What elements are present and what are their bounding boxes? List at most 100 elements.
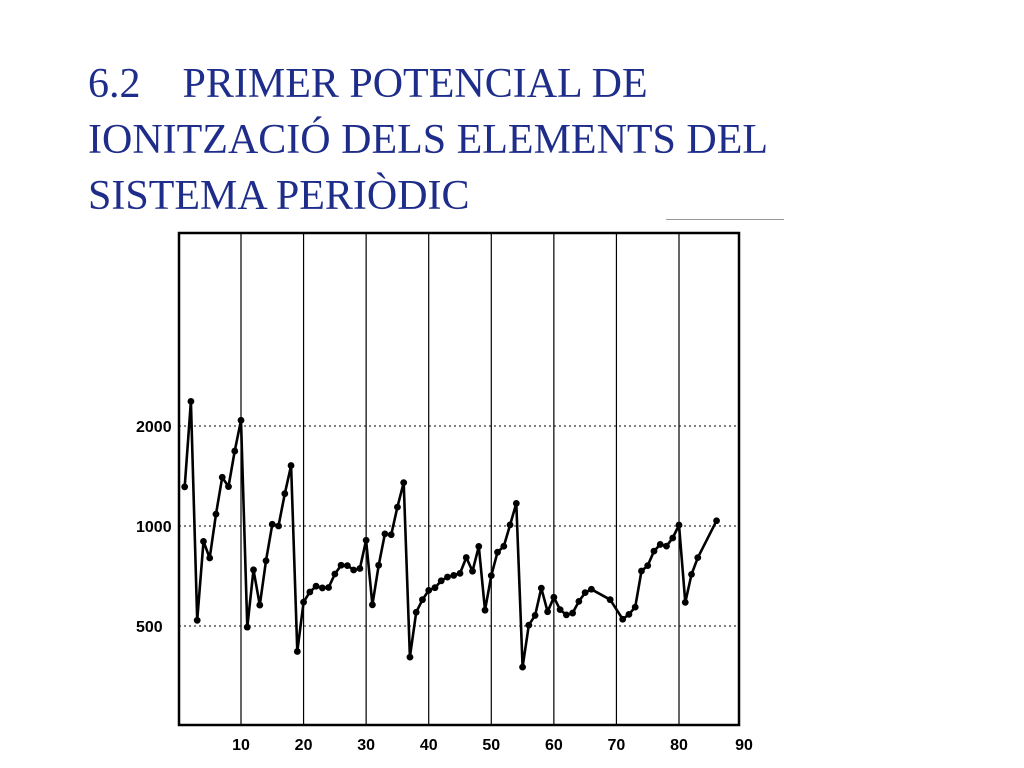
plot-frame	[177, 231, 741, 727]
data-point-z10	[237, 416, 245, 424]
data-point-z3	[193, 616, 201, 624]
data-point-z24	[325, 584, 332, 591]
data-point-z34	[387, 531, 395, 539]
data-point-z5	[206, 554, 214, 562]
data-point-z29	[356, 565, 364, 572]
data-point-z74	[638, 567, 645, 575]
data-point-z81	[681, 598, 689, 606]
data-point-z17	[281, 490, 289, 498]
data-point-z52	[500, 542, 508, 550]
data-point-z26	[337, 561, 345, 569]
data-point-z27	[343, 562, 351, 569]
data-point-z11	[243, 623, 251, 631]
data-point-z9	[231, 447, 239, 455]
title-line-3: SISTEMA PERIÒDIC	[88, 173, 470, 219]
title-underline	[666, 219, 784, 220]
data-point-z65	[581, 589, 589, 597]
data-point-z35	[394, 503, 401, 511]
x-tick-label-90: 90	[735, 737, 753, 754]
data-point-z19	[293, 648, 301, 655]
data-point-z23	[318, 584, 326, 592]
data-point-z38	[412, 608, 420, 616]
data-point-z46	[462, 554, 470, 561]
data-point-z66	[588, 585, 595, 593]
data-point-z37	[406, 653, 414, 661]
data-point-z1	[181, 483, 189, 491]
data-point-z53	[506, 521, 514, 529]
data-point-z8	[225, 483, 232, 491]
data-point-z12	[250, 566, 257, 574]
data-point-z62	[562, 611, 570, 619]
x-tick-label-50: 50	[482, 737, 500, 754]
data-point-z82	[688, 570, 695, 578]
series-line-0	[183, 400, 718, 669]
grid-layer	[179, 233, 739, 725]
data-point-z71	[619, 615, 627, 623]
data-point-z43	[444, 573, 451, 581]
data-point-z32	[375, 561, 383, 569]
data-point-z31	[369, 601, 376, 609]
y-tick-label-2000: 2000	[136, 419, 172, 436]
data-point-z47	[469, 567, 476, 575]
data-point-z14	[262, 557, 270, 565]
data-point-z75	[644, 562, 652, 569]
x-tick-labels: 10 20 30 40 50 60 70 80 90	[232, 737, 753, 754]
data-point-z21	[306, 588, 314, 596]
data-point-z79	[669, 534, 677, 542]
x-tick-label-10: 10	[232, 737, 250, 754]
data-point-z40	[425, 586, 433, 594]
title-line-1: 6.2 PRIMER POTENCIAL DE	[88, 61, 648, 107]
data-point-z2	[187, 397, 195, 405]
series-layer	[181, 397, 720, 671]
data-point-z48	[475, 543, 483, 550]
data-point-z33	[381, 530, 389, 538]
data-point-z42	[437, 577, 445, 585]
data-point-z18	[287, 462, 295, 469]
data-point-z59	[544, 608, 551, 616]
data-point-z57	[531, 612, 539, 619]
data-point-z77	[656, 541, 664, 548]
data-point-z44	[450, 572, 458, 579]
x-tick-label-70: 70	[608, 737, 626, 754]
data-point-z4	[200, 537, 207, 545]
slide-title: 6.2 PRIMER POTENCIAL DE IONITZACIÓ DELS …	[88, 56, 988, 224]
data-point-z73	[631, 603, 639, 611]
x-tick-label-30: 30	[357, 737, 375, 754]
data-point-z64	[575, 597, 583, 605]
data-point-z41	[431, 584, 439, 592]
title-line-2: IONITZACIÓ DELS ELEMENTS DEL	[88, 117, 769, 163]
y-tick-label-500: 500	[136, 619, 163, 636]
data-point-z7	[218, 473, 226, 481]
data-point-z36	[400, 479, 408, 486]
data-point-z58	[537, 584, 545, 592]
x-tick-label-20: 20	[295, 737, 313, 754]
data-point-z83	[694, 554, 702, 562]
data-point-z80	[675, 521, 683, 529]
data-point-z25	[331, 570, 339, 578]
data-point-z78	[663, 542, 670, 550]
data-point-z16	[275, 522, 282, 530]
data-point-z15	[268, 520, 276, 528]
data-point-z22	[312, 582, 320, 590]
data-point-z45	[456, 569, 464, 577]
data-point-z69	[606, 596, 614, 604]
data-point-z30	[362, 536, 370, 544]
x-tick-label-40: 40	[420, 737, 438, 754]
data-point-z13	[256, 601, 264, 609]
data-point-z6	[212, 510, 220, 518]
data-point-z60	[550, 593, 558, 601]
data-point-z86	[713, 517, 720, 525]
data-point-z54	[512, 499, 520, 507]
x-tick-label-60: 60	[545, 737, 563, 754]
data-point-z28	[350, 566, 358, 574]
data-point-z61	[556, 606, 564, 614]
y-tick-label-1000: 1000	[136, 519, 172, 536]
data-point-z56	[525, 621, 533, 629]
data-point-z51	[494, 548, 501, 556]
data-point-z63	[569, 609, 577, 617]
data-point-z76	[650, 547, 658, 555]
data-point-z50	[487, 572, 495, 580]
data-point-z49	[481, 606, 489, 614]
data-point-z72	[625, 610, 633, 618]
